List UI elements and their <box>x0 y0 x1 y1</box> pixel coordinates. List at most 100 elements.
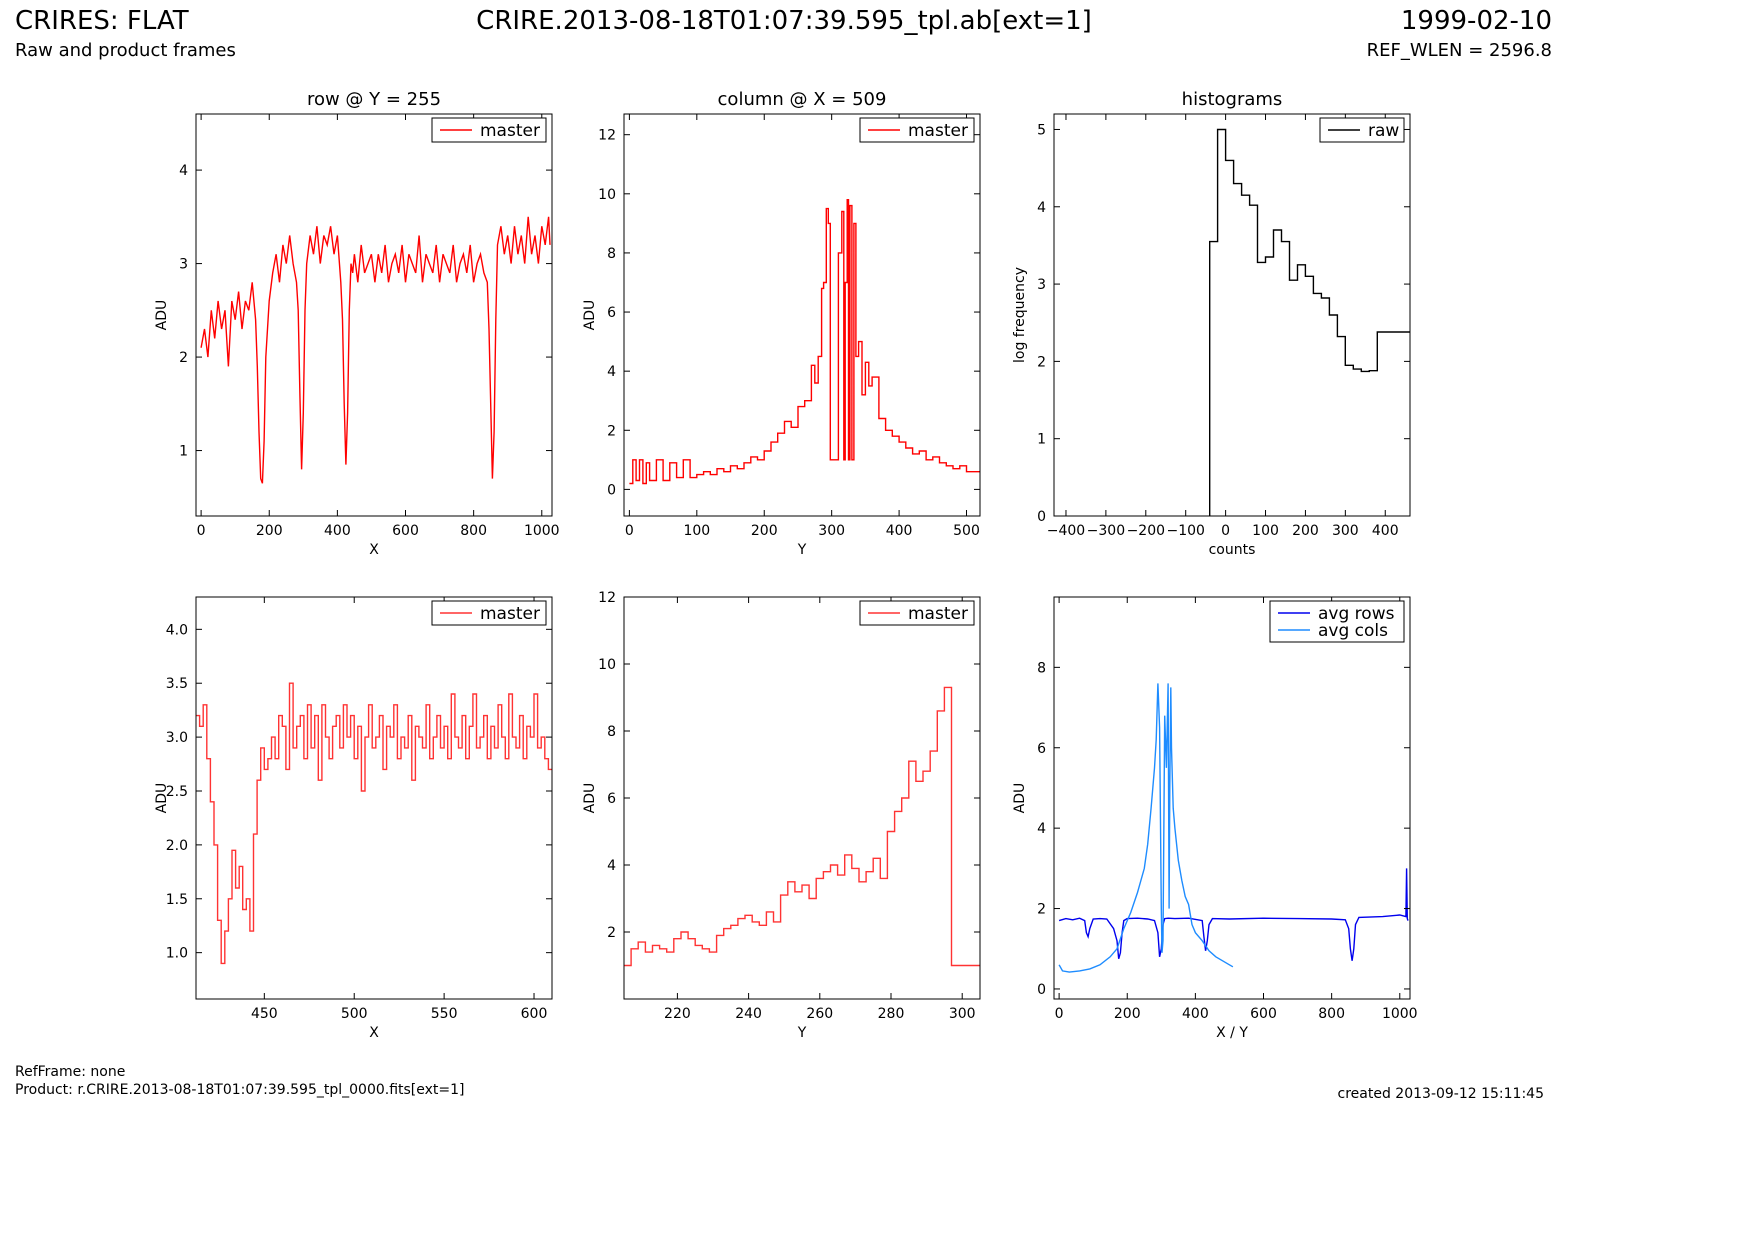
x-tick-label: 0 <box>1055 1006 1064 1022</box>
column-plot: column @ X = 509 0 100 200 300 400 500 0 2 4 6 8 10 1… <box>582 89 981 558</box>
x-axis-label: counts <box>1209 542 1256 558</box>
histogram-plot: histograms −400 −300 −200 −100 0 100 200 300 400 0… <box>1012 89 1411 558</box>
y-tick-label: 6 <box>607 791 616 807</box>
x-tick-label: 550 <box>431 1006 458 1022</box>
x-tick-label: 280 <box>878 1006 905 1022</box>
file-name: CRIRE.2013-08-18T01:07:39.595_tpl.ab[ext… <box>476 6 1092 36</box>
y-axis-label: ADU <box>154 300 170 331</box>
y-tick-label: 10 <box>598 187 616 203</box>
y-tick-label: 5 <box>1037 122 1046 138</box>
x-tick-label: 0 <box>197 523 206 539</box>
x-tick-label: 600 <box>521 1006 548 1022</box>
y-tick-label: 8 <box>1037 660 1046 676</box>
x-axis-label: X <box>369 1025 379 1041</box>
x-tick-label: 450 <box>251 1006 278 1022</box>
y-tick-label: 1.0 <box>166 946 188 962</box>
x-tick-label: 400 <box>1182 1006 1209 1022</box>
y-tick-label: 3 <box>1037 277 1046 293</box>
axes-frame <box>623 113 981 517</box>
y-tick-label: 4 <box>607 858 616 874</box>
x-tick-label: 300 <box>1332 523 1359 539</box>
chart-title: histograms <box>1182 89 1283 110</box>
legend-box <box>1319 117 1405 143</box>
chart-title: row @ Y = 255 <box>307 89 441 110</box>
y-axis-label: ADU <box>582 300 598 331</box>
axes-frame <box>1053 596 1411 1000</box>
chart-title: column @ X = 509 <box>718 89 887 110</box>
column-zoom-plot: 220 240 260 280 300 2 4 6 8 10 12 Y ADU master <box>582 590 981 1041</box>
x-tick-label: 500 <box>953 523 980 539</box>
y-tick-label: 8 <box>607 246 616 262</box>
y-tick-label: 8 <box>607 724 616 740</box>
footer-created: created 2013-09-12 15:11:45 <box>1337 1086 1544 1102</box>
y-tick-label: 3.5 <box>166 676 188 692</box>
x-tick-label: 200 <box>256 523 283 539</box>
y-tick-label: 10 <box>598 657 616 673</box>
observation-date: 1999-02-10 <box>1400 6 1552 36</box>
x-tick-label: 500 <box>341 1006 368 1022</box>
y-axis-label: ADU <box>1012 783 1028 814</box>
x-tick-label: 800 <box>460 523 487 539</box>
y-tick-label: 3.0 <box>166 730 188 746</box>
x-tick-label: 600 <box>1250 1006 1277 1022</box>
average-plot: 0 200 400 600 800 1000 0 2 4 6 8 X / Y ADU avg rowsav… <box>1012 596 1418 1041</box>
y-tick-label: 0 <box>607 482 616 498</box>
y-tick-label: 2 <box>607 423 616 439</box>
page-title: CRIRES: FLAT <box>15 6 189 36</box>
y-axis-label: log frequency <box>1012 267 1028 363</box>
x-tick-label: −200 <box>1127 523 1165 539</box>
x-tick-label: 1000 <box>524 523 560 539</box>
x-tick-label: 300 <box>949 1006 976 1022</box>
y-tick-label: 2 <box>1037 354 1046 370</box>
x-tick-label: 100 <box>1252 523 1279 539</box>
x-axis-label: X / Y <box>1216 1025 1248 1041</box>
legend-label: master <box>480 121 540 141</box>
y-tick-label: 4 <box>1037 821 1046 837</box>
x-tick-label: −300 <box>1087 523 1125 539</box>
y-tick-label: 1 <box>1037 432 1046 448</box>
y-tick-label: 2 <box>179 350 188 366</box>
legend-box <box>1269 600 1405 643</box>
y-tick-label: 2.5 <box>166 784 188 800</box>
legend-label: master <box>908 604 968 624</box>
legend-label: avg cols <box>1318 621 1388 641</box>
x-tick-label: 0 <box>1221 523 1230 539</box>
series-line <box>1058 868 1409 961</box>
row-plot: row @ Y = 255 0 200 400 600 800 1000 1 2 3 4 X ADU ma… <box>154 89 560 558</box>
x-tick-label: 0 <box>625 523 634 539</box>
y-tick-label: 12 <box>598 590 616 606</box>
ref-wavelength: REF_WLEN = 2596.8 <box>1366 40 1552 61</box>
series-line <box>196 682 552 965</box>
x-tick-label: 100 <box>683 523 710 539</box>
row-zoom-plot: 450 500 550 600 1.0 1.5 2.0 2.5 3.0 3.5 4.0 X ADU mas… <box>154 596 553 1041</box>
x-tick-label: 200 <box>751 523 778 539</box>
axes-frame <box>195 596 553 1000</box>
x-tick-label: −400 <box>1047 523 1085 539</box>
y-tick-label: 1.5 <box>166 892 188 908</box>
y-tick-label: 4 <box>607 364 616 380</box>
legend-label: master <box>908 121 968 141</box>
footer-refframe: RefFrame: none <box>15 1064 126 1080</box>
x-tick-label: 400 <box>1372 523 1399 539</box>
x-tick-label: 200 <box>1114 1006 1141 1022</box>
legend-label: master <box>480 604 540 624</box>
y-tick-label: 4 <box>179 163 188 179</box>
legend-label: raw <box>1368 121 1399 141</box>
axes-frame <box>195 113 553 517</box>
x-tick-label: 600 <box>392 523 419 539</box>
footer-product: Product: r.CRIRE.2013-08-18T01:07:39.595… <box>15 1082 465 1098</box>
y-tick-label: 4 <box>1037 200 1046 216</box>
series-line <box>200 216 551 484</box>
x-tick-label: 400 <box>324 523 351 539</box>
x-axis-label: Y <box>797 542 807 558</box>
y-axis-label: ADU <box>582 783 598 814</box>
y-tick-label: 0 <box>1037 509 1046 525</box>
x-tick-label: 400 <box>886 523 913 539</box>
y-tick-label: 2.0 <box>166 838 188 854</box>
y-tick-label: 2 <box>607 925 616 941</box>
x-axis-label: X <box>369 542 379 558</box>
series-line <box>624 686 980 967</box>
y-tick-label: 3 <box>179 257 188 273</box>
x-tick-label: 200 <box>1292 523 1319 539</box>
x-tick-label: 260 <box>806 1006 833 1022</box>
